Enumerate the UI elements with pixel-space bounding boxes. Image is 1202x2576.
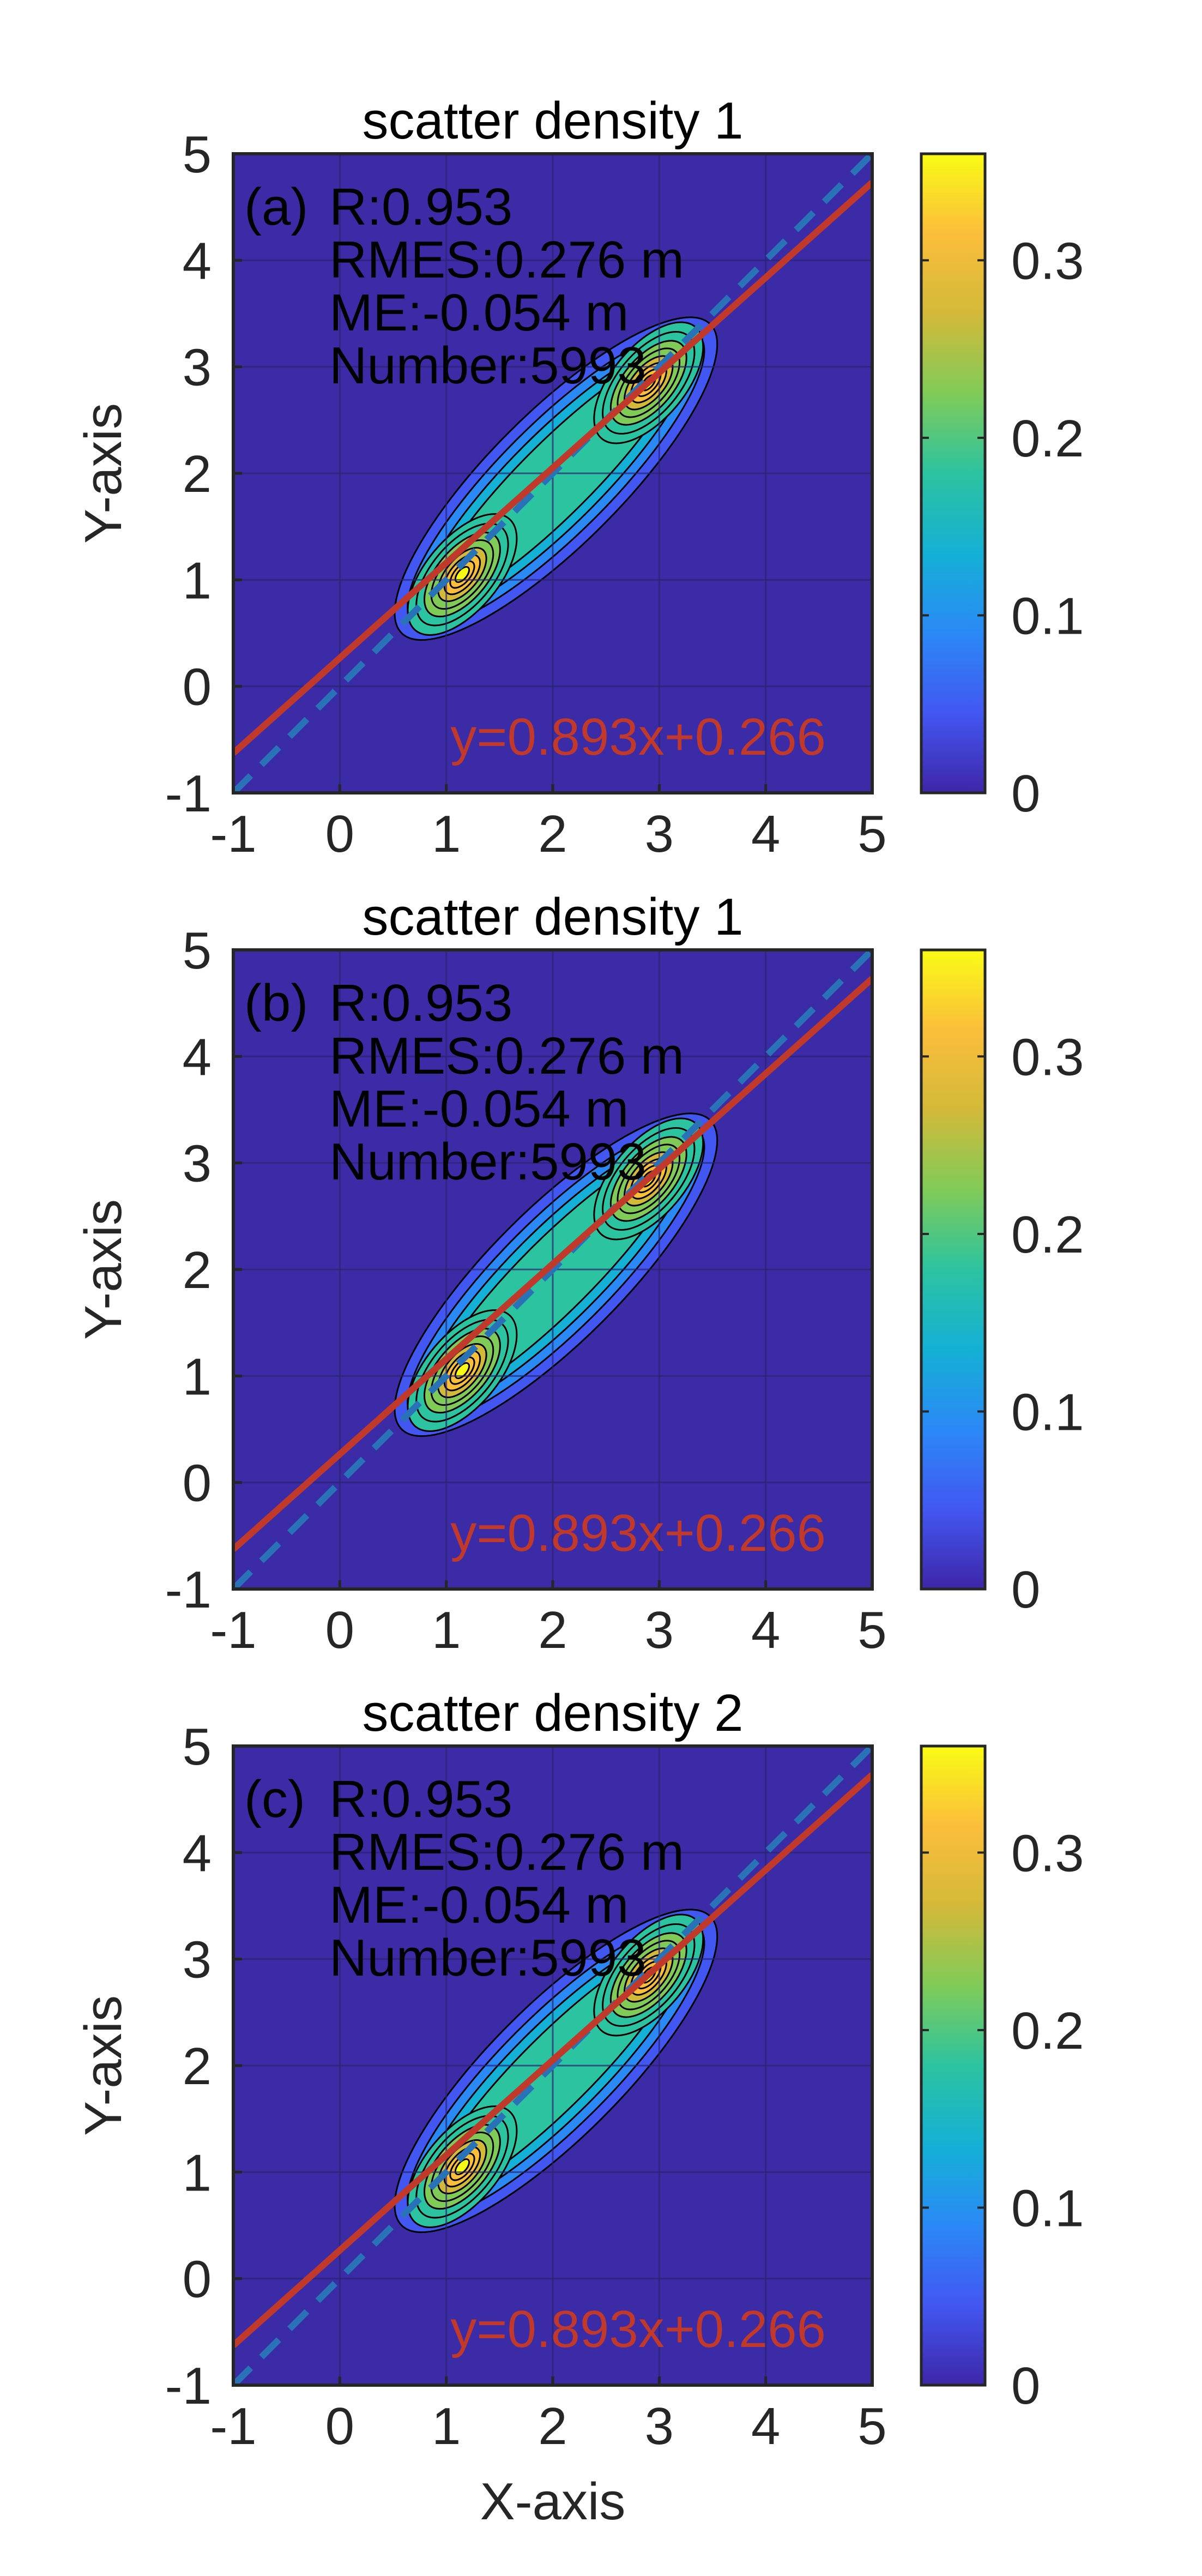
- colorbar: [920, 152, 987, 795]
- x-tick-label: 0: [325, 2397, 354, 2455]
- stat-line: ME:-0.054 m: [329, 284, 629, 342]
- y-tick-label: 4: [183, 232, 212, 290]
- stat-line: RMES:0.276 m: [329, 1823, 684, 1881]
- panel-label: (c): [244, 1770, 305, 1828]
- x-tick-label: -1: [210, 1601, 256, 1659]
- contour-peak-1: [454, 2158, 470, 2176]
- y-axis-label: Y-axis: [74, 1199, 132, 1340]
- panel-c: -1 0 1 2 3 4 5 -1 0 1 2 3 4 5 scatter density 2 Y-axis X…: [74, 1684, 1084, 2531]
- fit-equation: y=0.893x+0.266: [450, 708, 826, 766]
- y-tick-label: 2: [183, 2037, 212, 2096]
- colorbar: [920, 948, 987, 1591]
- colorbar-tick-label: 0.2: [1011, 2002, 1084, 2060]
- y-tick-label: 3: [183, 1135, 212, 1193]
- identity-line: [233, 154, 872, 793]
- colorbar-tick-label: 0.3: [1011, 1028, 1084, 1086]
- chart-title: scatter density 2: [363, 1684, 744, 1742]
- y-tick-label: 4: [183, 1824, 212, 1882]
- y-tick-label: 0: [183, 2250, 212, 2309]
- fit-line: [233, 976, 872, 1552]
- y-tick-label: 1: [183, 551, 212, 610]
- colorbar-tick-label: 0.1: [1011, 1383, 1084, 1441]
- colorbar-tick-label: 0.1: [1011, 587, 1084, 645]
- x-tick-label: -1: [210, 2397, 256, 2455]
- reference-lines: [233, 1746, 872, 2385]
- y-tick-label: 2: [183, 1241, 212, 1299]
- x-tick-label: 4: [751, 805, 780, 863]
- y-tick-label: 3: [183, 339, 212, 397]
- stat-line: RMES:0.276 m: [329, 1027, 684, 1085]
- x-tick-label: 3: [645, 805, 674, 863]
- x-tick-label: 0: [325, 805, 354, 863]
- x-tick-label: 2: [538, 805, 567, 863]
- identity-line: [233, 950, 872, 1589]
- y-tick-label: 5: [183, 922, 212, 980]
- chart-title: scatter density 1: [363, 888, 744, 946]
- reference-lines: [233, 154, 872, 793]
- contour-peak-1: [454, 566, 470, 583]
- y-axis-label: Y-axis: [74, 403, 132, 544]
- y-tick-label: 1: [183, 2144, 212, 2202]
- x-tick-label: 1: [432, 805, 461, 863]
- fit-line: [233, 1772, 872, 2348]
- x-tick-label: 0: [325, 1601, 354, 1659]
- x-axis-label: X-axis: [480, 2472, 626, 2531]
- x-tick-label: 4: [751, 2397, 780, 2455]
- x-tick-label: 2: [538, 2397, 567, 2455]
- x-tick-label: 2: [538, 1601, 567, 1659]
- fit-equation: y=0.893x+0.266: [450, 1504, 826, 1562]
- stat-line: Number:5993: [329, 336, 647, 395]
- y-tick-label: 5: [183, 1718, 212, 1776]
- y-tick-label: 2: [183, 445, 212, 503]
- stat-line: R:0.953: [329, 178, 512, 236]
- contour-peak-1: [454, 1362, 470, 1380]
- y-axis-label: Y-axis: [74, 1995, 132, 2136]
- y-tick-label: -1: [165, 1561, 212, 1619]
- stat-line: RMES:0.276 m: [329, 231, 684, 289]
- y-tick-label: 0: [183, 1454, 212, 1513]
- x-tick-label: 1: [432, 2397, 461, 2455]
- identity-line: [233, 1746, 872, 2385]
- y-tick-label: 5: [183, 125, 212, 184]
- panel-label: (b): [244, 974, 308, 1032]
- stat-line: Number:5993: [329, 1133, 647, 1191]
- colorbar-tick-label: 0.2: [1011, 1206, 1084, 1264]
- x-tick-label: 4: [751, 1601, 780, 1659]
- fit-line: [233, 180, 872, 756]
- y-tick-label: 3: [183, 1931, 212, 1989]
- y-tick-label: 0: [183, 658, 212, 717]
- x-tick-label: -1: [210, 805, 256, 863]
- x-tick-label: 5: [857, 805, 886, 863]
- stat-line: ME:-0.054 m: [329, 1876, 629, 1934]
- fit-equation: y=0.893x+0.266: [450, 2300, 826, 2358]
- y-tick-label: -1: [165, 2357, 212, 2415]
- stat-line: Number:5993: [329, 1929, 647, 1987]
- colorbar-tick-label: 0.3: [1011, 1824, 1084, 1882]
- colorbar-tick-label: 0.3: [1011, 232, 1084, 290]
- colorbar-tick-label: 0.2: [1011, 410, 1084, 468]
- colorbar-tick-label: 0: [1011, 1561, 1040, 1619]
- x-tick-label: 1: [432, 1601, 461, 1659]
- colorbar-tick-label: 0: [1011, 2357, 1040, 2415]
- panel-a: -1 0 1 2 3 4 5 -1 0 1 2 3 4 5 scatter density 1 Y-axis (…: [74, 92, 1084, 863]
- stat-line: ME:-0.054 m: [329, 1080, 629, 1138]
- y-tick-label: 4: [183, 1028, 212, 1086]
- colorbar-tick-label: 0.1: [1011, 2179, 1084, 2237]
- chart-title: scatter density 1: [363, 92, 744, 150]
- x-tick-label: 5: [857, 1601, 886, 1659]
- y-tick-label: -1: [165, 765, 212, 823]
- x-tick-label: 3: [645, 1601, 674, 1659]
- stat-line: R:0.953: [329, 1770, 512, 1828]
- reference-lines: [233, 950, 872, 1589]
- panel-b: -1 0 1 2 3 4 5 -1 0 1 2 3 4 5 scatter density 1 Y-axis (…: [74, 888, 1084, 1659]
- colorbar: [920, 1744, 987, 2387]
- x-tick-label: 3: [645, 2397, 674, 2455]
- y-tick-label: 1: [183, 1347, 212, 1406]
- stat-line: R:0.953: [329, 974, 512, 1032]
- x-tick-label: 5: [857, 2397, 886, 2455]
- panel-label: (a): [244, 178, 308, 236]
- colorbar-tick-label: 0: [1011, 765, 1040, 823]
